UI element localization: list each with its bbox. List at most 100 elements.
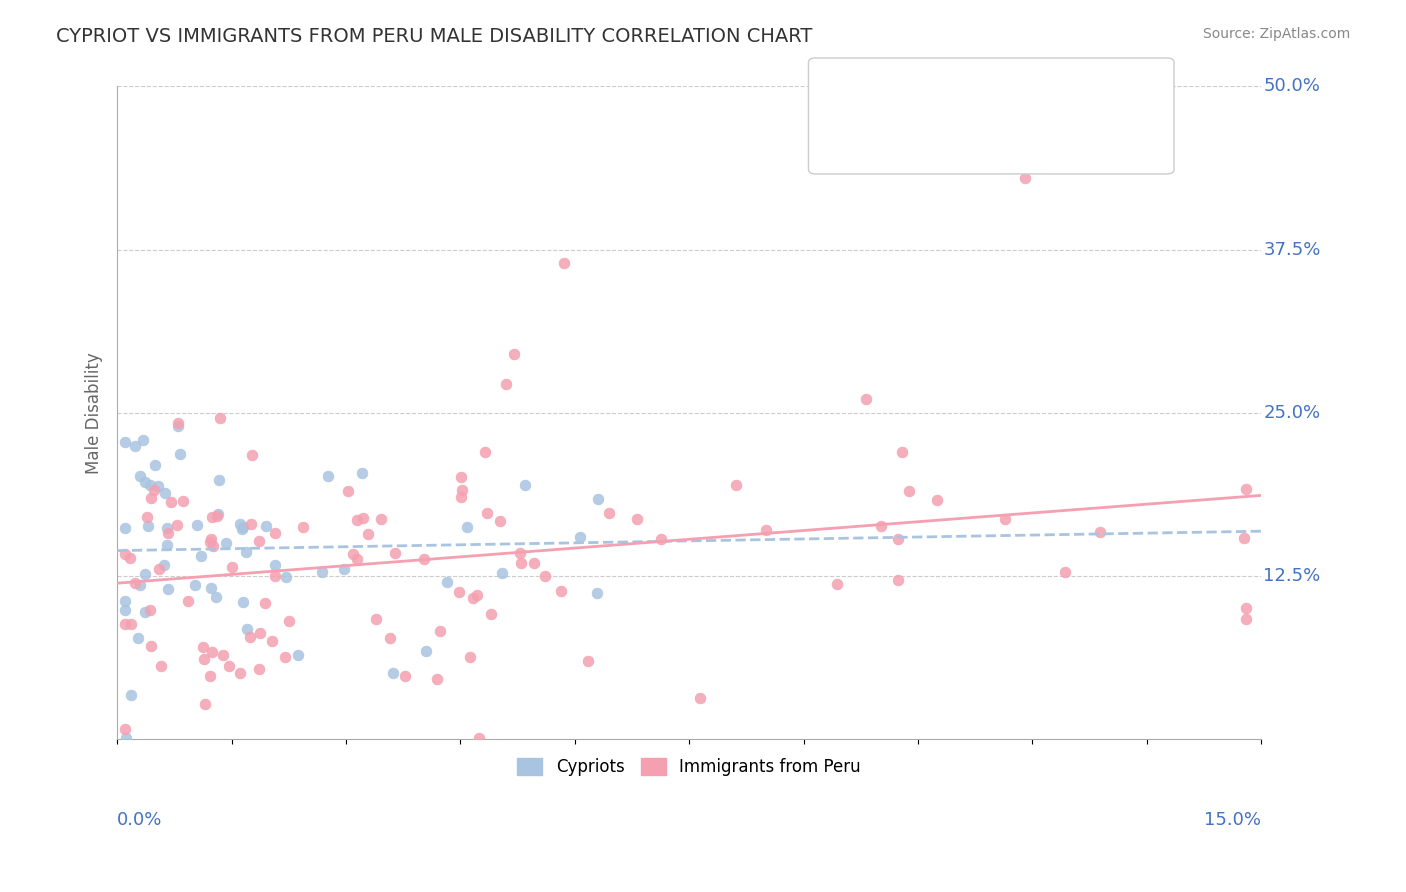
Point: [120, 688, 142, 702]
Point: [249, 626, 271, 640]
Point: [200, 532, 222, 546]
Point: [232, 519, 254, 533]
Point: [201, 509, 224, 524]
Text: 50.0%: 50.0%: [1264, 78, 1320, 95]
Point: [127, 631, 149, 645]
Point: [479, 607, 502, 621]
Point: [1053, 565, 1076, 579]
Point: [650, 532, 672, 546]
Point: [384, 546, 406, 560]
Point: [190, 549, 212, 563]
Point: [166, 416, 188, 430]
Point: [456, 519, 478, 533]
Point: [156, 526, 179, 541]
Text: 25.0%: 25.0%: [1264, 404, 1320, 422]
Text: R = 0.033: R = 0.033: [882, 91, 965, 109]
Point: [129, 578, 152, 592]
Point: [523, 556, 546, 570]
Point: [342, 548, 364, 562]
Point: [510, 556, 533, 570]
Point: [239, 630, 262, 644]
Point: [160, 495, 183, 509]
Point: [218, 659, 240, 673]
Text: 15.0%: 15.0%: [1204, 811, 1261, 829]
Point: [139, 478, 162, 492]
Point: [364, 612, 387, 626]
Point: [725, 477, 748, 491]
FancyBboxPatch shape: [830, 125, 869, 156]
Point: [515, 478, 537, 492]
Point: [231, 522, 253, 536]
Point: [502, 347, 524, 361]
Point: [1232, 531, 1254, 545]
Point: [262, 633, 284, 648]
Point: [136, 519, 159, 533]
Point: [134, 567, 156, 582]
Point: [139, 491, 162, 505]
FancyBboxPatch shape: [830, 85, 869, 116]
Point: [138, 603, 160, 617]
Point: [1014, 170, 1036, 185]
Point: [114, 594, 136, 608]
Point: [586, 491, 609, 506]
Point: [202, 539, 225, 553]
Point: [177, 594, 200, 608]
Point: [184, 578, 207, 592]
Point: [166, 518, 188, 533]
Point: [142, 483, 165, 497]
Point: [886, 573, 908, 587]
Point: [426, 673, 449, 687]
Point: [205, 508, 228, 523]
Point: [287, 648, 309, 662]
Point: [229, 516, 252, 531]
Point: [114, 603, 136, 617]
Point: [139, 639, 162, 653]
Point: [120, 551, 142, 566]
Point: [247, 662, 270, 676]
Point: [254, 518, 277, 533]
Point: [221, 559, 243, 574]
Point: [474, 444, 496, 458]
Point: [143, 458, 166, 472]
Text: R = 0.254: R = 0.254: [882, 131, 965, 149]
Point: [553, 256, 575, 270]
Point: [114, 547, 136, 561]
Point: [346, 513, 368, 527]
Point: [1088, 524, 1111, 539]
Point: [897, 484, 920, 499]
Point: [489, 514, 512, 528]
Point: [380, 631, 402, 645]
Point: [465, 588, 488, 602]
Point: [461, 591, 484, 605]
Point: [870, 519, 893, 533]
Point: [194, 697, 217, 711]
Point: [124, 439, 146, 453]
Point: [491, 566, 513, 580]
Point: [129, 469, 152, 483]
Y-axis label: Male Disability: Male Disability: [86, 351, 103, 474]
Text: Source: ZipAtlas.com: Source: ZipAtlas.com: [1202, 27, 1350, 41]
Point: [449, 585, 471, 599]
Point: [157, 582, 180, 597]
Point: [318, 469, 340, 483]
Text: N =  56: N = 56: [1007, 91, 1070, 109]
Point: [598, 506, 620, 520]
Point: [626, 512, 648, 526]
Point: [172, 494, 194, 508]
Point: [311, 565, 333, 579]
Point: [134, 475, 156, 490]
Point: [352, 467, 374, 481]
Point: [568, 530, 591, 544]
Point: [208, 411, 231, 425]
Point: [576, 655, 599, 669]
Point: [436, 574, 458, 589]
Point: [1234, 482, 1257, 496]
Point: [458, 650, 481, 665]
Point: [114, 521, 136, 535]
Point: [855, 392, 877, 406]
Text: CYPRIOT VS IMMIGRANTS FROM PERU MALE DISABILITY CORRELATION CHART: CYPRIOT VS IMMIGRANTS FROM PERU MALE DIS…: [56, 27, 813, 45]
Point: [247, 534, 270, 549]
Point: [148, 562, 170, 576]
Point: [413, 552, 436, 566]
Point: [134, 605, 156, 619]
